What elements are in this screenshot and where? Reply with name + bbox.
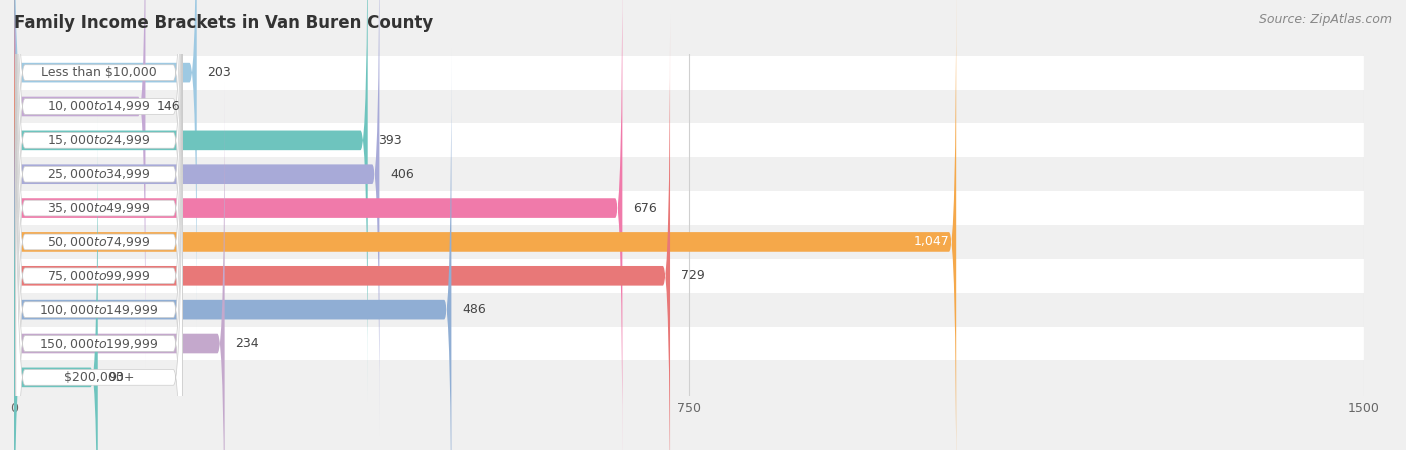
FancyBboxPatch shape — [0, 327, 1364, 360]
FancyBboxPatch shape — [15, 0, 183, 450]
FancyBboxPatch shape — [15, 0, 183, 450]
Text: 729: 729 — [681, 269, 704, 282]
FancyBboxPatch shape — [14, 0, 197, 334]
FancyBboxPatch shape — [15, 0, 183, 437]
Text: $200,000+: $200,000+ — [63, 371, 135, 384]
Text: $10,000 to $14,999: $10,000 to $14,999 — [48, 99, 150, 113]
Text: 93: 93 — [108, 371, 124, 384]
Text: Less than $10,000: Less than $10,000 — [41, 66, 157, 79]
FancyBboxPatch shape — [15, 0, 183, 450]
Text: $15,000 to $24,999: $15,000 to $24,999 — [48, 133, 150, 147]
Text: $25,000 to $34,999: $25,000 to $34,999 — [48, 167, 150, 181]
FancyBboxPatch shape — [14, 0, 368, 401]
Text: 486: 486 — [463, 303, 486, 316]
FancyBboxPatch shape — [15, 0, 183, 450]
Text: Family Income Brackets in Van Buren County: Family Income Brackets in Van Buren Coun… — [14, 14, 433, 32]
Text: Source: ZipAtlas.com: Source: ZipAtlas.com — [1258, 14, 1392, 27]
FancyBboxPatch shape — [0, 158, 1364, 191]
FancyBboxPatch shape — [0, 292, 1364, 327]
FancyBboxPatch shape — [15, 13, 183, 450]
FancyBboxPatch shape — [0, 123, 1364, 158]
FancyBboxPatch shape — [14, 0, 145, 368]
Text: 234: 234 — [235, 337, 259, 350]
FancyBboxPatch shape — [14, 0, 380, 435]
FancyBboxPatch shape — [15, 0, 183, 450]
Text: 676: 676 — [633, 202, 657, 215]
FancyBboxPatch shape — [14, 116, 98, 450]
FancyBboxPatch shape — [14, 0, 956, 450]
FancyBboxPatch shape — [0, 56, 1364, 90]
Text: 203: 203 — [208, 66, 231, 79]
FancyBboxPatch shape — [14, 0, 623, 450]
Text: $100,000 to $149,999: $100,000 to $149,999 — [39, 303, 159, 317]
FancyBboxPatch shape — [0, 259, 1364, 292]
Text: 1,047: 1,047 — [914, 235, 949, 248]
Text: 146: 146 — [156, 100, 180, 113]
FancyBboxPatch shape — [0, 360, 1364, 394]
FancyBboxPatch shape — [15, 0, 183, 403]
Text: $75,000 to $99,999: $75,000 to $99,999 — [48, 269, 150, 283]
Text: $35,000 to $49,999: $35,000 to $49,999 — [48, 201, 150, 215]
Text: $50,000 to $74,999: $50,000 to $74,999 — [48, 235, 150, 249]
Text: 393: 393 — [378, 134, 402, 147]
Text: $150,000 to $199,999: $150,000 to $199,999 — [39, 337, 159, 351]
FancyBboxPatch shape — [14, 49, 451, 450]
FancyBboxPatch shape — [14, 82, 225, 450]
FancyBboxPatch shape — [15, 0, 183, 450]
FancyBboxPatch shape — [0, 90, 1364, 123]
FancyBboxPatch shape — [0, 191, 1364, 225]
FancyBboxPatch shape — [0, 225, 1364, 259]
Text: 406: 406 — [391, 168, 413, 181]
FancyBboxPatch shape — [15, 47, 183, 450]
FancyBboxPatch shape — [14, 15, 671, 450]
